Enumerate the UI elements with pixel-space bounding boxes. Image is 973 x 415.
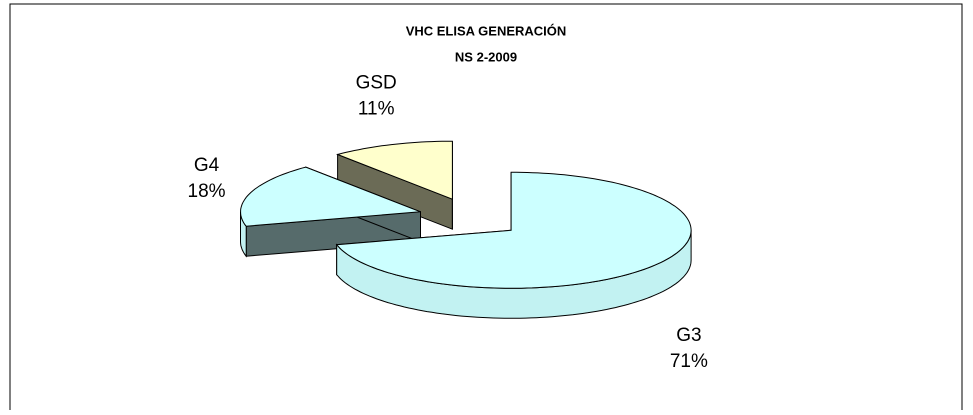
slice-top (240, 166, 421, 227)
chart-subtitle: NS 2-2009 (455, 49, 517, 64)
slice-label: G3 (676, 325, 701, 346)
slice-label: GSD (356, 73, 397, 94)
chart-title: VHC ELISA GENERACIÓN (406, 23, 567, 38)
slice-value-label: 18% (188, 181, 226, 202)
slice-value-label: 11% (358, 99, 395, 120)
slice-value-label: 71% (670, 351, 708, 372)
chart-frame (9, 3, 963, 415)
slice-top (335, 171, 692, 289)
slice-label: G4 (194, 155, 220, 176)
slice-top (335, 140, 453, 200)
